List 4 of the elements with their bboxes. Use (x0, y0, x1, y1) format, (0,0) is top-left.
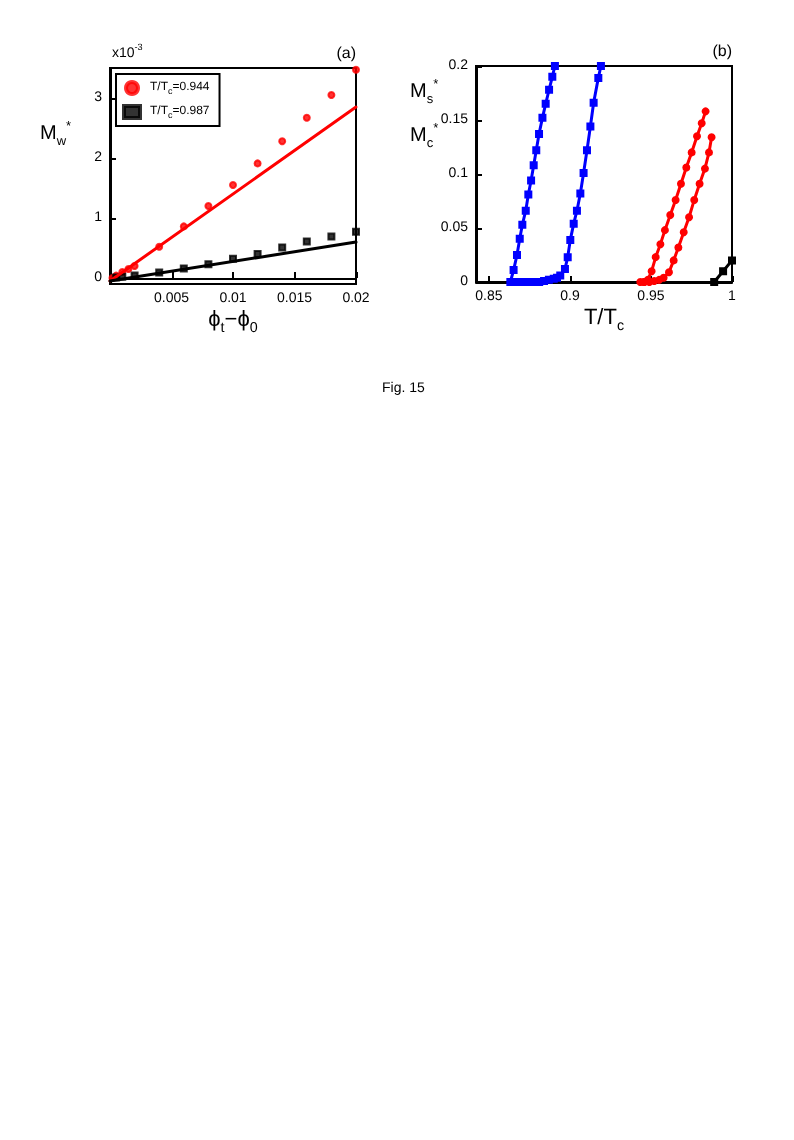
x-axis-title: ϕ$_{t}$−ϕ$_{0}$ (208, 308, 258, 337)
chart-title: (b) (712, 42, 732, 60)
x-axis-title: T/T$_{c}$ (583, 306, 625, 335)
chart-title: (a) (336, 44, 356, 62)
